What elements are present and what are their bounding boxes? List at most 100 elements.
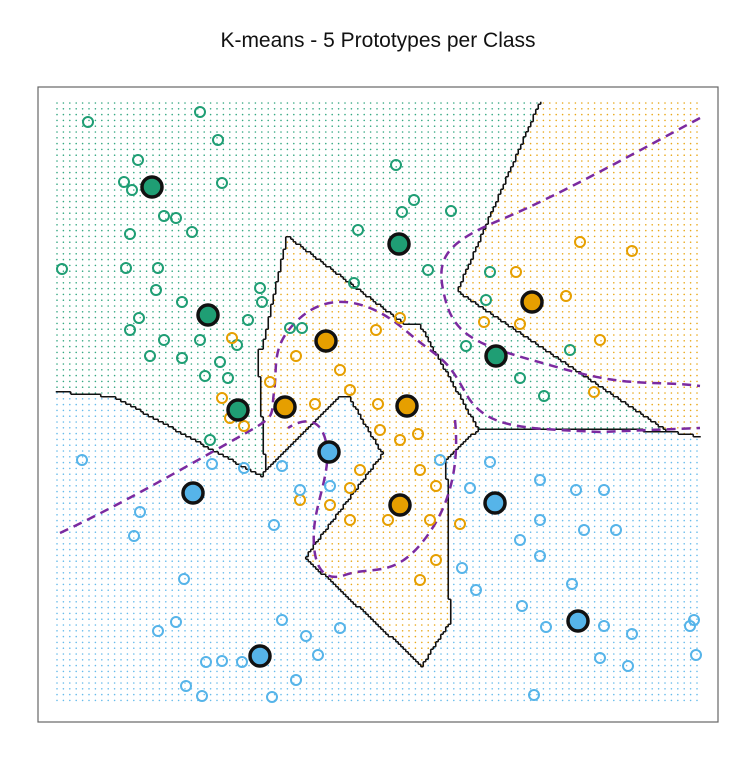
data-point xyxy=(334,622,346,634)
data-point xyxy=(372,398,384,410)
data-point xyxy=(456,562,468,574)
data-point xyxy=(204,434,216,446)
data-point xyxy=(344,514,356,526)
data-point xyxy=(124,228,136,240)
data-point xyxy=(422,264,434,276)
data-point xyxy=(516,600,528,612)
decision-boundary xyxy=(55,101,701,668)
data-point xyxy=(216,392,228,404)
data-point xyxy=(598,484,610,496)
data-point xyxy=(510,266,522,278)
bayes-boundary-upper xyxy=(440,116,701,388)
prototype xyxy=(395,394,419,418)
data-point xyxy=(352,224,364,236)
data-point xyxy=(242,314,254,326)
data-point xyxy=(200,656,212,668)
region-dots-class xyxy=(261,102,698,667)
data-point xyxy=(309,398,321,410)
data-point xyxy=(290,674,302,686)
data-point xyxy=(294,484,306,496)
data-point xyxy=(412,428,424,440)
data-point xyxy=(514,534,526,546)
data-point xyxy=(324,480,336,492)
data-point xyxy=(370,324,382,336)
data-point xyxy=(176,296,188,308)
data-point xyxy=(216,177,228,189)
data-point xyxy=(266,691,278,703)
data-point xyxy=(254,282,266,294)
data-point xyxy=(186,226,198,238)
data-point xyxy=(374,424,386,436)
prototype xyxy=(196,303,220,327)
data-point xyxy=(344,384,356,396)
data-point xyxy=(118,176,130,188)
data-point xyxy=(214,356,226,368)
data-point xyxy=(194,334,206,346)
data-point xyxy=(454,518,466,530)
data-point xyxy=(622,660,634,672)
data-point xyxy=(528,689,540,701)
data-point xyxy=(396,206,408,218)
data-point xyxy=(414,464,426,476)
data-point xyxy=(684,620,696,632)
data-point xyxy=(408,194,420,206)
data-point xyxy=(344,482,356,494)
data-point xyxy=(133,312,145,324)
data-point xyxy=(574,236,586,248)
region-dots-class xyxy=(56,102,660,475)
data-point xyxy=(538,390,550,402)
data-point xyxy=(394,312,406,324)
data-point xyxy=(560,290,572,302)
data-point xyxy=(290,350,302,362)
data-point xyxy=(276,614,288,626)
prototype xyxy=(314,329,338,353)
data-point xyxy=(134,506,146,518)
prototype xyxy=(484,344,508,368)
chart-title: K-means - 5 Prototypes per Class xyxy=(220,29,535,52)
data-point xyxy=(430,480,442,492)
prototype xyxy=(317,440,341,464)
data-point xyxy=(170,616,182,628)
data-point xyxy=(460,340,472,352)
data-point xyxy=(158,210,170,222)
data-point xyxy=(334,364,346,376)
data-point xyxy=(238,420,250,432)
data-point xyxy=(484,456,496,468)
data-point xyxy=(312,649,324,661)
data-point xyxy=(180,680,192,692)
data-point xyxy=(56,263,68,275)
data-point xyxy=(464,482,476,494)
data-point xyxy=(540,621,552,633)
prototype xyxy=(181,481,205,505)
data-point xyxy=(124,324,136,336)
prototype xyxy=(388,493,412,517)
data-point xyxy=(76,454,88,466)
boundary-path xyxy=(55,101,701,668)
data-point xyxy=(424,514,436,526)
data-point xyxy=(194,106,206,118)
data-point xyxy=(226,332,238,344)
data-point xyxy=(296,322,308,334)
data-point xyxy=(445,205,457,217)
data-point xyxy=(690,649,702,661)
data-point xyxy=(534,514,546,526)
data-point xyxy=(231,339,243,351)
bayes-boundary-lower xyxy=(59,300,701,535)
data-point xyxy=(354,464,366,476)
data-point xyxy=(382,514,394,526)
data-point xyxy=(284,322,296,334)
data-point xyxy=(348,277,360,289)
region-dots xyxy=(56,102,698,702)
data-point xyxy=(390,159,402,171)
data-point xyxy=(534,550,546,562)
bayes-boundary xyxy=(59,116,701,578)
data-point xyxy=(150,284,162,296)
data-point xyxy=(514,318,526,330)
data-point xyxy=(566,578,578,590)
prototype xyxy=(226,398,250,422)
data-point xyxy=(256,296,268,308)
data-point xyxy=(178,573,190,585)
data-point xyxy=(434,454,446,466)
data-point xyxy=(514,372,526,384)
data-point xyxy=(394,434,406,446)
